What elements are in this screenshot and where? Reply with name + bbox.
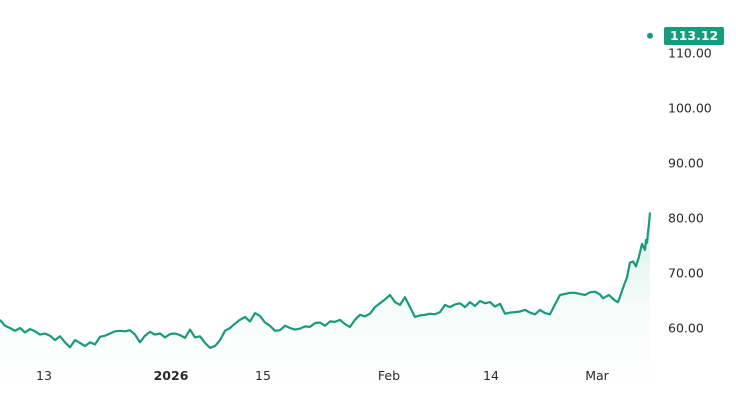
last-price-badge: 113.12 xyxy=(664,27,725,45)
x-tick-label: 2026 xyxy=(153,368,189,383)
y-tick-label: 110.00 xyxy=(668,45,712,61)
x-tick-label: Feb xyxy=(377,368,401,383)
y-tick-label: 70.00 xyxy=(668,265,704,281)
x-tick-label: Mar xyxy=(585,368,609,383)
x-tick-label: 14 xyxy=(483,368,499,383)
y-tick-label: 100.00 xyxy=(668,100,712,116)
area-fill xyxy=(0,212,650,414)
last-price-marker xyxy=(647,32,653,39)
x-tick-label: 13 xyxy=(36,368,52,383)
y-tick-label: 80.00 xyxy=(668,210,704,226)
y-tick-label: 60.00 xyxy=(668,320,704,336)
price-line xyxy=(0,212,652,349)
x-tick-label: 15 xyxy=(255,368,271,383)
y-tick-label: 90.00 xyxy=(668,155,704,171)
